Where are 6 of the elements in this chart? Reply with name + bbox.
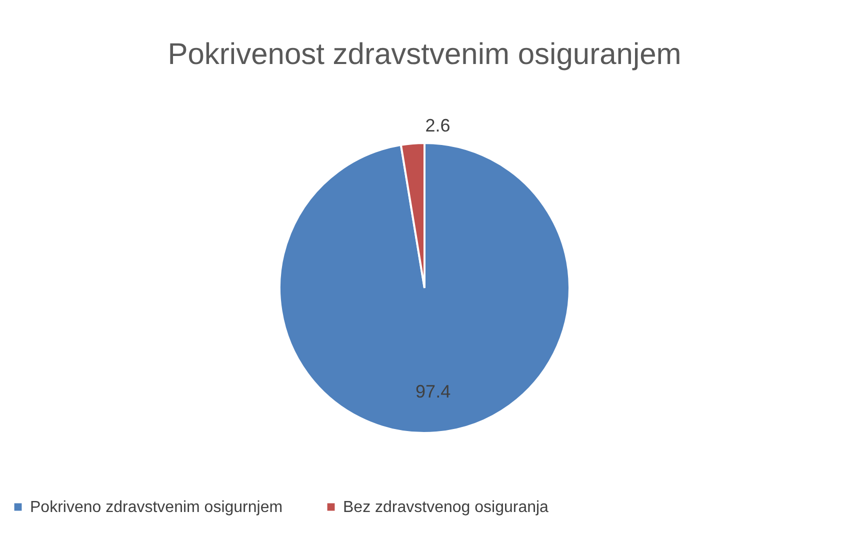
chart-title: Pokrivenost zdravstvenim osiguranjem — [168, 38, 682, 71]
data-label: 97.4 — [416, 382, 451, 402]
pie-slice — [278, 142, 570, 434]
legend-label: Pokriveno zdravstvenim osigurnjem — [30, 499, 283, 516]
data-label: 2.6 — [425, 116, 450, 136]
legend-label: Bez zdravstvenog osiguranja — [343, 499, 549, 516]
